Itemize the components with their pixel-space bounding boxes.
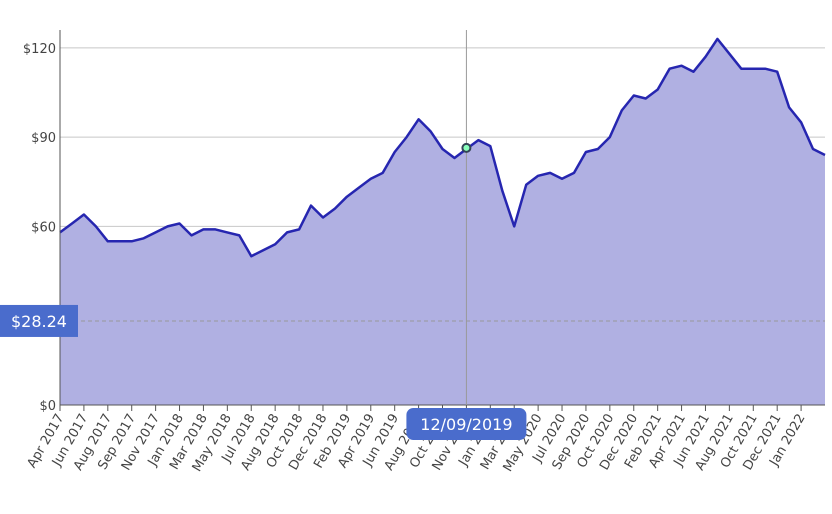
y-tick-label: $0 xyxy=(39,399,56,414)
y-tick-label: $120 xyxy=(23,42,56,57)
y-tick-label: $90 xyxy=(31,131,56,146)
y-pointer-label: $28.24 xyxy=(11,312,67,331)
area xyxy=(60,38,825,406)
y-pointer-box xyxy=(0,304,78,337)
hover-point xyxy=(461,142,472,153)
line xyxy=(59,37,826,258)
x-pointer-box xyxy=(406,408,527,440)
y-tick-label: $60 xyxy=(31,220,56,235)
x-pointer-label: 12/09/2019 xyxy=(420,415,512,434)
